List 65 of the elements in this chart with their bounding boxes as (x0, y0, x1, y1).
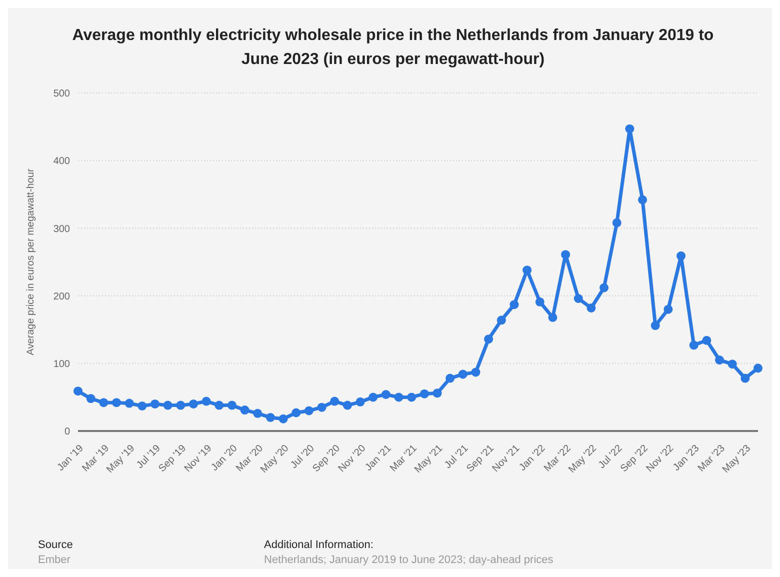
y-tick-label: 300 (53, 224, 70, 235)
point (394, 392, 404, 402)
point (612, 218, 622, 228)
point (754, 364, 762, 373)
point (420, 389, 429, 398)
point (381, 390, 390, 399)
point (138, 401, 147, 410)
point (689, 340, 698, 350)
point (330, 396, 340, 406)
point (600, 283, 609, 292)
text: Netherlands; January 2019 to June 2023; day-ahead prices (264, 553, 554, 568)
point (214, 400, 224, 410)
point (124, 398, 134, 408)
point (317, 402, 326, 412)
point (99, 398, 108, 408)
chart-title: Average monthly electricity wholesale price in the Netherlands from January 2019 to June 2023 (in euros per megawatt-hour) (71, 26, 715, 70)
point (188, 399, 198, 408)
point (240, 406, 250, 415)
y-tick-label: 0 (64, 426, 70, 438)
point (368, 392, 378, 402)
y-tick-label: 400 (53, 156, 70, 168)
point (484, 334, 494, 344)
point (278, 414, 288, 424)
point (458, 370, 468, 379)
text: Additional Information: (264, 538, 374, 553)
y-tick-label: 500 (53, 88, 70, 100)
point (253, 408, 262, 418)
point (304, 406, 314, 416)
point (715, 356, 724, 365)
point (86, 394, 96, 404)
point (292, 408, 301, 418)
point (163, 400, 172, 410)
point (227, 400, 236, 410)
point (510, 300, 519, 310)
text: Source (38, 538, 73, 553)
point (638, 195, 648, 204)
y-tick-label: 100 (53, 358, 70, 370)
point (432, 388, 442, 398)
point (342, 400, 352, 410)
point (446, 374, 455, 383)
point (74, 386, 82, 396)
text: Ember (38, 553, 72, 568)
point (407, 392, 416, 402)
point (471, 368, 480, 377)
point (728, 360, 737, 369)
point (266, 412, 275, 422)
point (625, 124, 634, 134)
point (112, 398, 121, 408)
y-tick-label: 200 (53, 291, 70, 302)
point (548, 312, 558, 322)
point (202, 396, 211, 406)
point (664, 304, 673, 314)
point (561, 250, 570, 260)
point (496, 316, 506, 325)
point (574, 294, 583, 304)
point (356, 397, 365, 406)
y-axis-title: Average price in euros per megawatt-hour (26, 168, 37, 356)
point (535, 297, 544, 306)
point (650, 321, 660, 330)
point (586, 303, 596, 312)
point (740, 374, 750, 383)
point (676, 251, 686, 260)
point (702, 336, 712, 345)
point (176, 400, 186, 410)
point (150, 399, 160, 408)
